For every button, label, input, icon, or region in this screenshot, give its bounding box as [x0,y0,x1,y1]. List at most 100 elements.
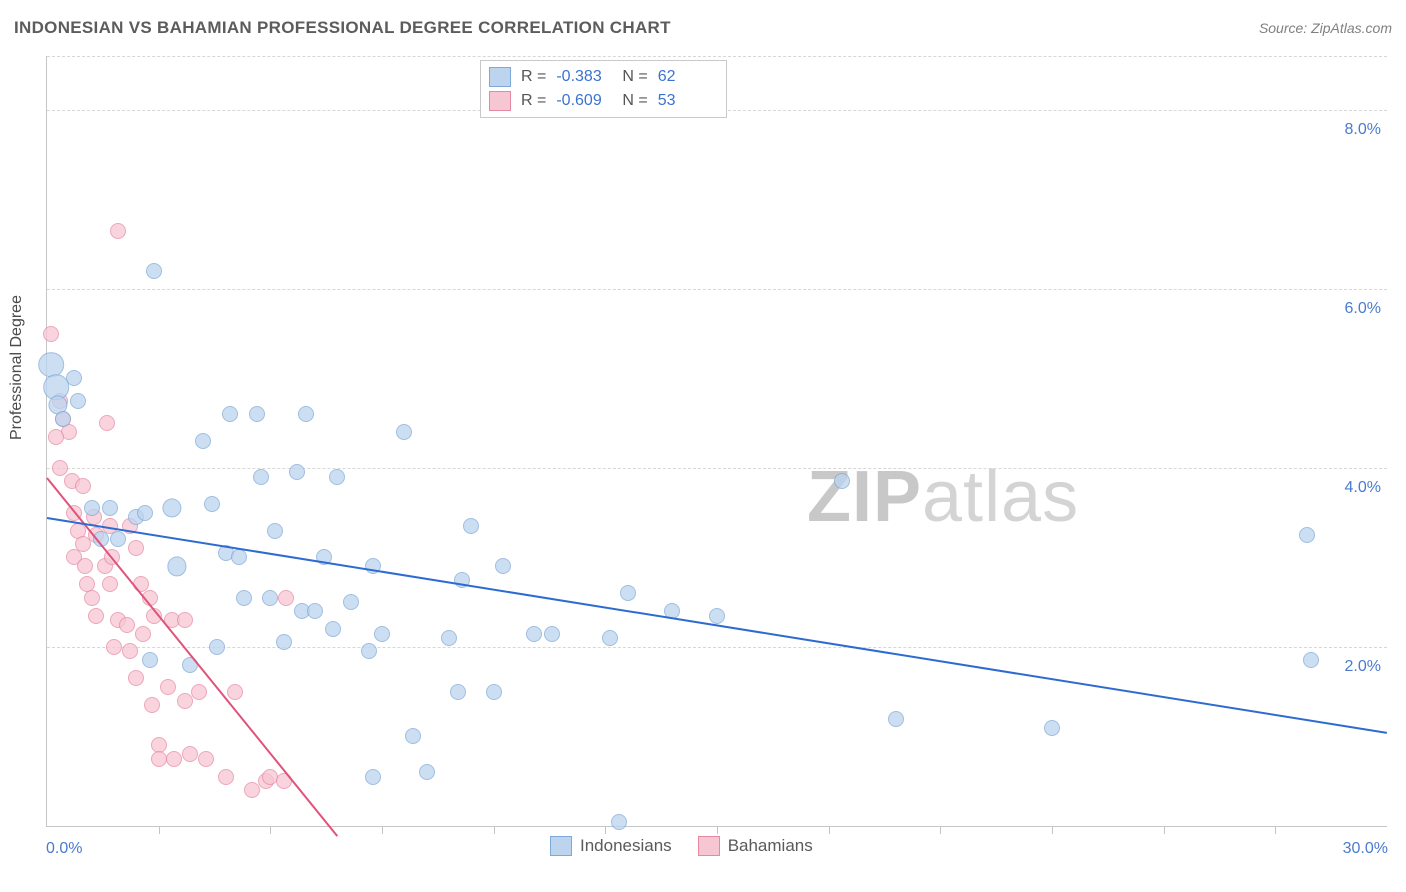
legend-item: Indonesians [550,836,672,856]
x-tick [270,826,271,834]
scatter-marker [99,415,115,431]
scatter-marker [48,429,64,445]
gridline [47,289,1387,290]
scatter-marker [361,643,377,659]
scatter-marker [146,263,162,279]
scatter-marker [110,531,126,547]
scatter-marker [135,626,151,642]
scatter-marker [267,523,283,539]
n-value: 53 [658,92,714,110]
scatter-marker [160,679,176,695]
legend-swatch [489,67,511,87]
scatter-marker [396,424,412,440]
scatter-marker [249,406,265,422]
scatter-marker [204,496,220,512]
scatter-marker [84,590,100,606]
regression-line [46,477,338,836]
scatter-marker [486,684,502,700]
scatter-marker [365,769,381,785]
gridline [47,56,1387,57]
legend-label: Bahamians [728,836,813,856]
legend-swatch [550,836,572,856]
scatter-marker [463,518,479,534]
x-tick [1164,826,1165,834]
scatter-marker [209,639,225,655]
scatter-marker [106,639,122,655]
scatter-marker [75,478,91,494]
y-tick-label: 8.0% [1345,121,1381,139]
scatter-marker [709,608,725,624]
scatter-marker [1303,652,1319,668]
scatter-marker [611,814,627,830]
scatter-marker [128,670,144,686]
x-tick [1052,826,1053,834]
scatter-marker [231,549,247,565]
scatter-marker [544,626,560,642]
scatter-marker [419,764,435,780]
scatter-marker [43,326,59,342]
scatter-marker [128,540,144,556]
scatter-marker [526,626,542,642]
scatter-marker [142,652,158,668]
scatter-marker [166,751,182,767]
stats-row: R =-0.383N =62 [489,65,714,89]
scatter-marker [236,590,252,606]
scatter-marker [307,603,323,619]
scatter-marker [198,751,214,767]
scatter-marker [218,769,234,785]
scatter-marker [70,393,86,409]
chart-title: INDONESIAN VS BAHAMIAN PROFESSIONAL DEGR… [14,18,671,38]
scatter-marker [119,617,135,633]
y-tick-label: 4.0% [1345,479,1381,497]
x-tick [159,826,160,834]
scatter-marker [151,751,167,767]
scatter-marker [253,469,269,485]
y-axis-label: Professional Degree [8,295,26,440]
series-legend: Indonesians Bahamians [550,836,813,856]
legend-label: Indonesians [580,836,672,856]
scatter-marker [177,612,193,628]
x-tick [940,826,941,834]
scatter-marker [137,505,153,521]
scatter-marker [325,621,341,637]
chart-header: INDONESIAN VS BAHAMIAN PROFESSIONAL DEGR… [14,18,1392,38]
legend-swatch [698,836,720,856]
scatter-marker [441,630,457,646]
scatter-marker [162,499,181,518]
scatter-marker [191,684,207,700]
scatter-marker [144,697,160,713]
x-tick [717,826,718,834]
n-label: N = [622,92,647,110]
scatter-marker [602,630,618,646]
scatter-marker [888,711,904,727]
scatter-marker [1299,527,1315,543]
scatter-marker [167,557,186,576]
scatter-marker [102,576,118,592]
scatter-marker [289,464,305,480]
scatter-marker [77,558,93,574]
scatter-marker [222,406,238,422]
scatter-marker [298,406,314,422]
scatter-marker [834,473,850,489]
legend-swatch [489,91,511,111]
scatter-marker [343,594,359,610]
legend-item: Bahamians [698,836,813,856]
x-tick [1275,826,1276,834]
scatter-marker [66,370,82,386]
scatter-marker [278,590,294,606]
x-tick [829,826,830,834]
x-tick [382,826,383,834]
chart-source: Source: ZipAtlas.com [1259,20,1392,36]
scatter-marker [55,411,71,427]
scatter-marker [374,626,390,642]
x-tick [605,826,606,834]
r-label: R = [521,68,546,86]
scatter-marker [84,500,100,516]
r-value: -0.383 [556,68,612,86]
x-axis-max-label: 30.0% [1343,840,1388,858]
gridline [47,647,1387,648]
scatter-marker [227,684,243,700]
regression-line [47,517,1387,734]
scatter-marker [405,728,421,744]
scatter-marker [195,433,211,449]
